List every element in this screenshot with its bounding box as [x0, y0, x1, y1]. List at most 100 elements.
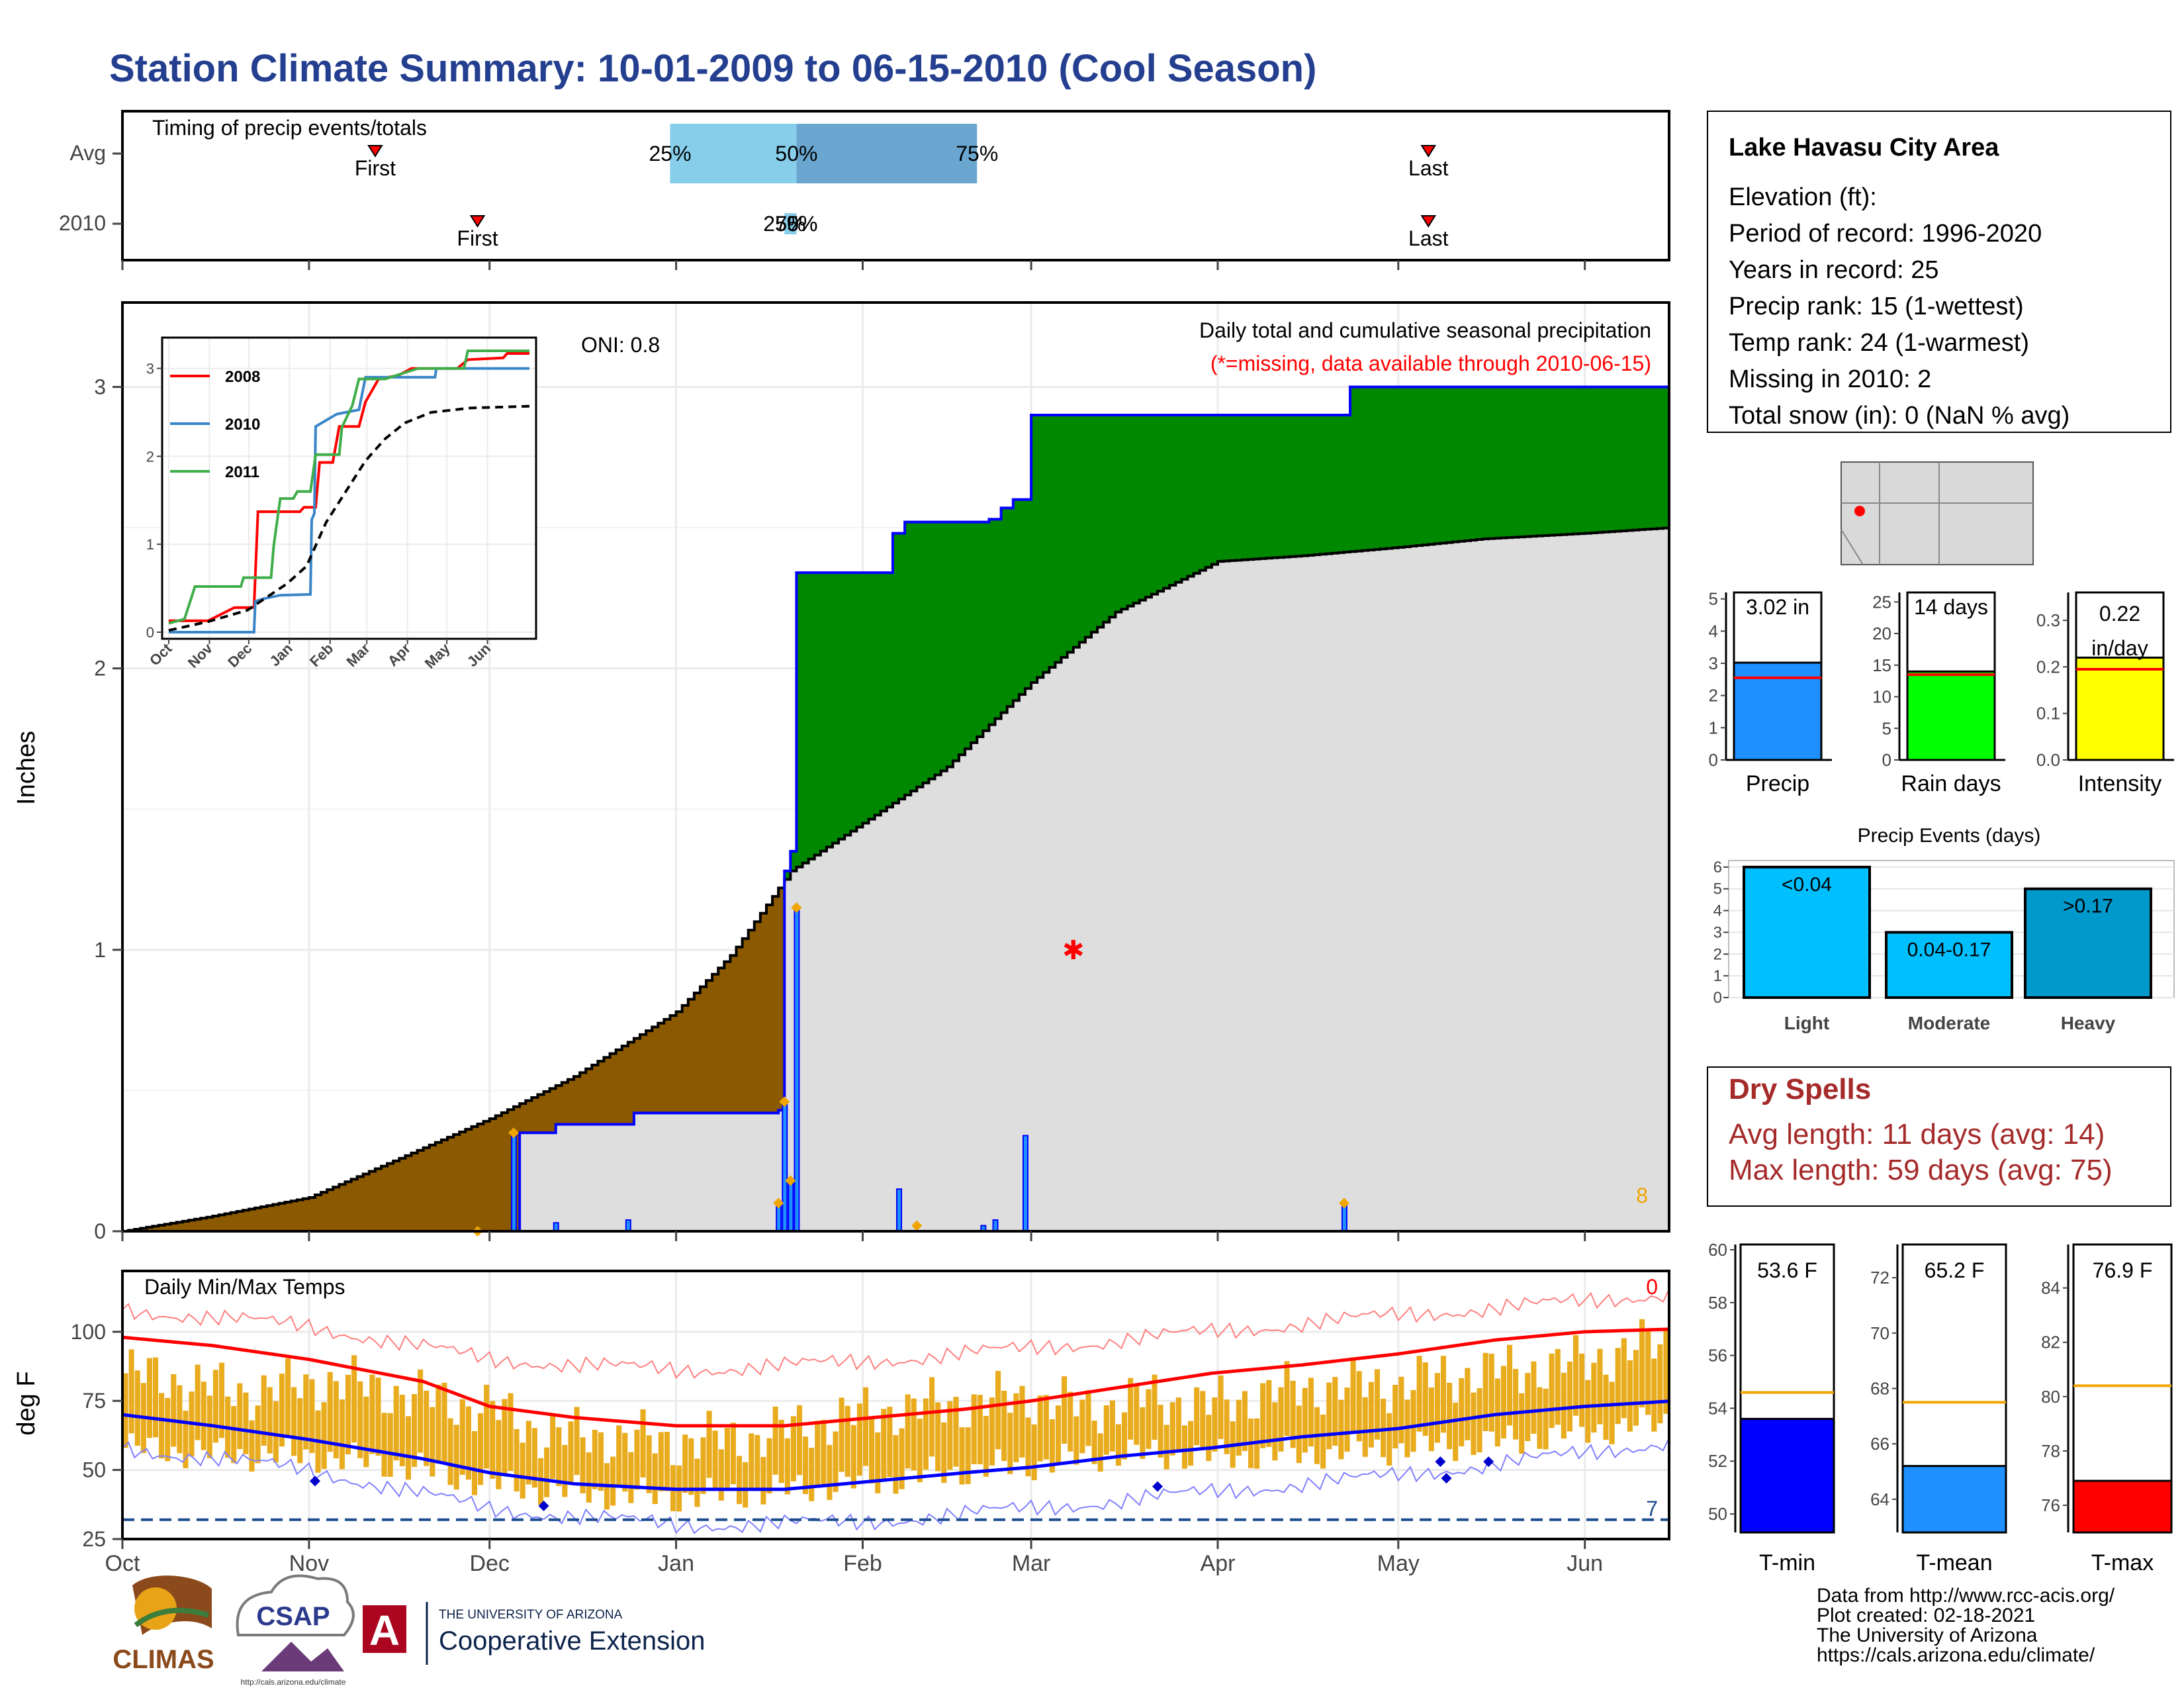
daily-temp-bar: [1062, 1376, 1068, 1444]
cold-day-marker: [309, 1476, 320, 1487]
temp-x-tick-label: Nov: [289, 1551, 329, 1576]
precip-y-axis: 0 1 2 3: [94, 375, 122, 1243]
temp-x-tick-label: Mar: [1012, 1551, 1051, 1576]
daily-precip-bar: [1023, 1135, 1029, 1232]
stat-value-label: 3.02 in: [1746, 595, 1809, 619]
daily-temp-bar: [628, 1452, 634, 1503]
daily-temp-bar: [1260, 1383, 1266, 1448]
precip-y-tick-label: 3: [94, 375, 106, 399]
inset-series-2011: [168, 350, 529, 625]
daily-temp-bar: [1272, 1402, 1278, 1461]
record-max-line: [122, 1289, 1670, 1380]
daily-temp-bar: [1115, 1424, 1122, 1466]
daily-temp-bar: [917, 1419, 923, 1483]
daily-temp-bar: [977, 1395, 983, 1465]
daily-temp-bar: [1344, 1387, 1350, 1452]
daily-temp-bar: [1025, 1417, 1031, 1477]
avg-max-line: [122, 1327, 1670, 1428]
timing-title: Timing of precip events/totals: [152, 116, 427, 140]
daily-temp-bar: [592, 1429, 598, 1489]
daily-temp-bar: [297, 1398, 303, 1464]
daily-temp-bar: [1181, 1425, 1188, 1469]
daily-temp-bar: [833, 1431, 839, 1492]
daily-temp-bar: [568, 1421, 574, 1483]
temp-x-tick-label: Jan: [658, 1551, 694, 1576]
daily-temp-bar: [165, 1397, 171, 1462]
daily-temp-bar: [827, 1444, 833, 1500]
stat-y-tick-label: 0.2: [2036, 657, 2060, 677]
footer-credits: Data from http://www.rcc-acis.org/ Plot …: [1817, 1585, 2115, 1666]
timing-axis-ticks: [113, 152, 1586, 270]
inset-legend-label: 2011: [225, 463, 259, 481]
footer-line: https://cals.arizona.edu/climate/: [1817, 1644, 2095, 1666]
daily-temp-bar: [622, 1432, 628, 1492]
station-line: Total snow (in): 0 (NaN % avg): [1729, 402, 2070, 430]
daily-temp-bar: [724, 1427, 730, 1488]
daily-temp-bar: [1068, 1391, 1073, 1452]
daily-temp-bar: [1073, 1416, 1079, 1465]
daily-avg-marker: [1338, 1197, 1349, 1209]
tstat-y-tick-label: 56: [1708, 1346, 1727, 1366]
daily-temp-bar: [1465, 1368, 1471, 1440]
daily-temp-bar: [231, 1405, 237, 1464]
daily-temp-bar: [1591, 1362, 1597, 1433]
daily-temp-bar: [1657, 1344, 1663, 1424]
daily-temp-bar: [1284, 1361, 1290, 1436]
daily-temp-bar: [905, 1394, 911, 1469]
climas-logo-wave: [134, 1607, 210, 1628]
tstat-category-label: T-min: [1759, 1550, 1815, 1575]
q50-2010-label: 50%: [775, 212, 817, 236]
precip-events-chart: Precip Events (days) 0 1 2 3 4 5 6 <0.04 Light 0.…: [1713, 825, 2175, 1033]
daily-temp-bar: [1206, 1415, 1212, 1462]
daily-temp-bar: [441, 1382, 447, 1464]
dry-spells-frame: [1707, 1066, 2171, 1207]
events-category-label: Light: [1784, 1013, 1829, 1033]
daily-temp-bar: [1482, 1352, 1488, 1432]
daily-temp-bar: [1122, 1412, 1128, 1460]
daily-precip-bar: [788, 1180, 794, 1233]
daily-temp-bar: [1212, 1397, 1218, 1452]
daily-temp-bar: [1392, 1384, 1398, 1449]
stat-category-label: Rain days: [1901, 771, 2001, 796]
daily-temp-bar: [887, 1407, 893, 1477]
daily-temp-bar: [911, 1398, 917, 1471]
daily-temp-bar: [1537, 1387, 1543, 1449]
avg-min-line: [122, 1399, 1670, 1491]
precip-events-title: Precip Events (days): [1858, 825, 2041, 847]
daily-temp-bar: [1128, 1378, 1134, 1440]
daily-temp-bar: [399, 1395, 405, 1467]
daily-temp-bar: [537, 1458, 544, 1505]
tstat-value-label: 76.9 F: [2093, 1258, 2153, 1282]
daily-temp-bar: [1278, 1387, 1284, 1452]
daily-temp-bar: [201, 1382, 206, 1450]
stat-y-tick-label: 0.0: [2036, 750, 2060, 770]
tstat-y-tick-label: 64: [1870, 1489, 1889, 1509]
ua-logo-mark: [363, 1605, 406, 1653]
daily-temp-bar: [1049, 1419, 1055, 1473]
daily-temp-bar: [1043, 1395, 1049, 1460]
daily-temp-bar: [1109, 1400, 1115, 1452]
daily-temp-bar: [279, 1374, 285, 1447]
first-event-marker: [367, 145, 383, 158]
daily-temp-bar: [929, 1377, 935, 1457]
daily-temp-bar: [1194, 1387, 1200, 1446]
daily-temp-bar: [381, 1413, 387, 1477]
stat-value-label: 14 days: [1914, 595, 1988, 619]
temp-x-tick-label: May: [1377, 1551, 1420, 1576]
daily-precip-bar: [625, 1219, 631, 1232]
daily-temp-bar: [1477, 1388, 1482, 1452]
daily-temp-bar: [550, 1416, 556, 1479]
daily-temp-bar: [772, 1406, 778, 1475]
events-category-label: Moderate: [1908, 1013, 1990, 1033]
daily-avg-markers: [472, 902, 1349, 1237]
events-bar: [1743, 865, 1871, 1000]
daily-temp-bar: [1494, 1378, 1500, 1447]
avg-cumulative-line: [122, 526, 1670, 1233]
daily-temp-bar: [1163, 1425, 1169, 1470]
daily-precip-bar: [782, 1101, 788, 1232]
oni-label: ONI: 0.8: [581, 333, 660, 357]
daily-temp-bar: [1416, 1356, 1422, 1432]
daily-temp-bar: [1356, 1371, 1362, 1442]
